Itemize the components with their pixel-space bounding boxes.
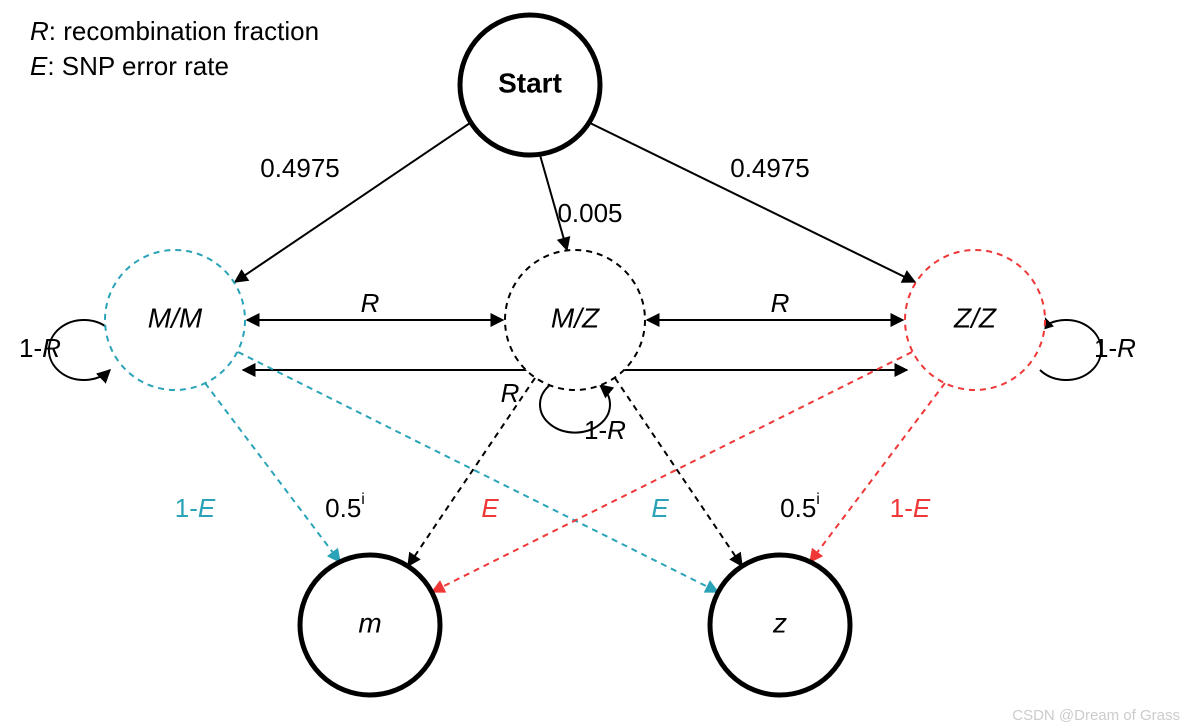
svg-text:E: E bbox=[651, 493, 669, 523]
hmm-diagram: R: recombination fraction E: SNP error r… bbox=[0, 0, 1188, 728]
svg-text:R: R bbox=[361, 288, 380, 318]
label-zz: Z/Z bbox=[953, 302, 997, 333]
label-z: z bbox=[772, 607, 787, 638]
edge-start-mm bbox=[235, 123, 470, 282]
loop-zz bbox=[1040, 320, 1101, 380]
svg-text:R: R bbox=[771, 288, 790, 318]
svg-text:1-R: 1-R bbox=[19, 333, 61, 363]
svg-text:1-R: 1-R bbox=[1094, 333, 1136, 363]
svg-text:0.5i: 0.5i bbox=[325, 491, 365, 523]
svg-text:R: recombination fraction: R: recombination fraction bbox=[30, 16, 319, 46]
legend: R: recombination fraction E: SNP error r… bbox=[30, 16, 319, 81]
svg-text:E: SNP error rate: E: SNP error rate bbox=[30, 51, 229, 81]
svg-text:1-R: 1-R bbox=[584, 415, 626, 445]
label-mz: M/Z bbox=[551, 302, 600, 333]
svg-text:0.5i: 0.5i bbox=[780, 491, 820, 523]
edge-start-zz bbox=[590, 123, 915, 282]
nodes bbox=[105, 15, 1045, 695]
svg-text:0.4975: 0.4975 bbox=[730, 153, 810, 183]
label-start: Start bbox=[498, 67, 562, 98]
edge-mm-m bbox=[205, 383, 340, 562]
edge-zz-z bbox=[810, 383, 945, 562]
label-mm: M/M bbox=[148, 302, 203, 333]
svg-text:R: R bbox=[501, 378, 520, 408]
watermark: CSDN @Dream of Grass bbox=[1012, 707, 1180, 724]
svg-text:1-E: 1-E bbox=[175, 493, 216, 523]
edge-mz-z bbox=[615, 378, 742, 566]
edge-mm-z bbox=[238, 352, 718, 592]
label-m: m bbox=[358, 607, 381, 638]
svg-text:0.005: 0.005 bbox=[557, 198, 622, 228]
svg-text:0.4975: 0.4975 bbox=[260, 153, 340, 183]
svg-text:1-E: 1-E bbox=[890, 493, 931, 523]
svg-text:E: E bbox=[481, 493, 499, 523]
emission-labels: 1-E E 0.5i 0.5i E 1-E bbox=[175, 491, 931, 523]
